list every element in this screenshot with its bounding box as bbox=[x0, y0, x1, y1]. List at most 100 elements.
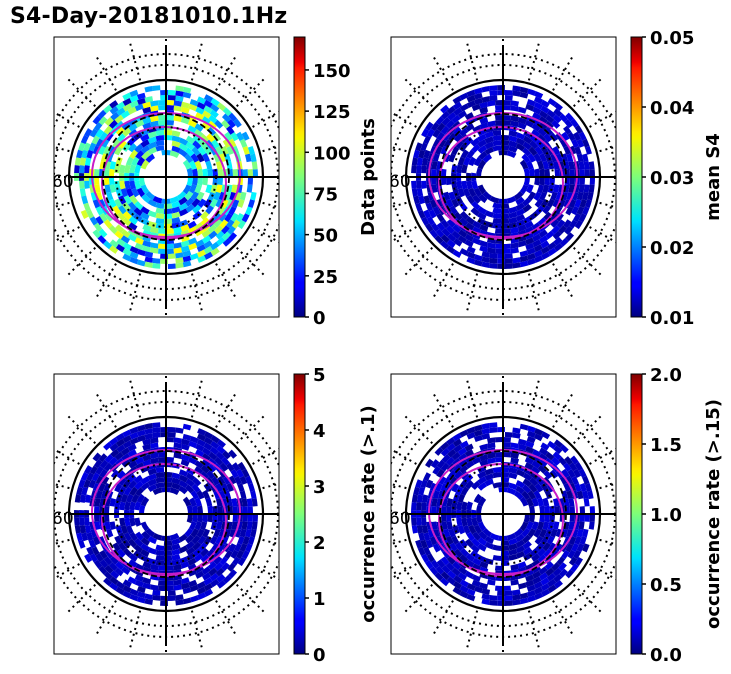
heatmap-cell bbox=[473, 187, 483, 198]
heatmap-cell bbox=[122, 440, 132, 449]
heatmap-cell bbox=[207, 505, 213, 514]
heatmap-cell bbox=[93, 559, 103, 569]
heatmap-cell bbox=[178, 545, 189, 554]
heatmap-cell bbox=[129, 89, 139, 98]
heatmap-cell bbox=[224, 131, 233, 141]
heatmap-cell bbox=[542, 521, 550, 531]
heatmap-cell bbox=[98, 228, 108, 238]
heatmap-cell bbox=[504, 595, 513, 601]
heatmap-cell bbox=[136, 156, 146, 167]
heatmap-cell bbox=[213, 218, 223, 228]
heatmap-cell bbox=[434, 572, 444, 582]
heatmap-cell bbox=[561, 550, 570, 560]
heatmap-cell bbox=[416, 525, 424, 534]
heatmap-cell bbox=[504, 432, 513, 438]
heatmap-cell bbox=[94, 177, 100, 186]
heatmap-cell bbox=[529, 134, 540, 144]
dotted-radial bbox=[95, 600, 117, 636]
heatmap-cell bbox=[489, 263, 498, 269]
heatmap-cell bbox=[447, 448, 457, 458]
heatmap-cell bbox=[534, 428, 544, 436]
heatmap-cell bbox=[94, 497, 101, 507]
heatmap-cell bbox=[455, 139, 464, 149]
heatmap-cell bbox=[206, 470, 216, 480]
heatmap-cell bbox=[192, 168, 198, 177]
heatmap-cell bbox=[452, 96, 462, 105]
heatmap-cell bbox=[118, 139, 127, 149]
heatmap-cell bbox=[91, 472, 100, 482]
heatmap-cell bbox=[435, 228, 445, 238]
heatmap-cell bbox=[230, 212, 239, 222]
heatmap-cell bbox=[147, 536, 157, 545]
dotted-radial bbox=[54, 226, 80, 243]
heatmap-cell bbox=[171, 543, 181, 551]
heatmap-cell bbox=[527, 528, 537, 538]
heatmap-cell bbox=[584, 482, 592, 492]
heatmap-cell bbox=[196, 438, 206, 447]
heatmap-cell bbox=[155, 207, 165, 214]
heatmap-cell bbox=[473, 97, 483, 105]
heatmap-cell bbox=[215, 146, 224, 156]
heatmap-cell bbox=[127, 538, 137, 548]
heatmap-cell bbox=[425, 479, 434, 489]
heatmap-cell bbox=[197, 177, 203, 186]
heatmap-cell bbox=[546, 572, 556, 582]
colorbar-tick-label: 1.5 bbox=[650, 435, 682, 456]
heatmap-cell bbox=[526, 436, 536, 444]
heatmap-cell bbox=[574, 483, 582, 492]
heatmap-cell bbox=[473, 524, 483, 535]
heatmap-cell bbox=[415, 202, 423, 212]
heatmap-cell bbox=[247, 169, 253, 177]
heatmap-cell bbox=[421, 502, 427, 511]
heatmap-cell bbox=[522, 147, 532, 157]
heatmap-cell bbox=[468, 187, 477, 198]
dotted-radial bbox=[54, 145, 70, 153]
heatmap-cell bbox=[228, 112, 238, 122]
heatmap-cell bbox=[194, 222, 204, 231]
heatmap-cell bbox=[578, 521, 585, 530]
heatmap-cell bbox=[440, 110, 450, 120]
heatmap-cell bbox=[194, 123, 204, 132]
dotted-radial bbox=[599, 201, 616, 209]
heatmap-cell bbox=[517, 122, 527, 130]
heatmap-cell bbox=[237, 536, 245, 545]
heatmap-cell bbox=[247, 482, 255, 492]
heatmap-cell bbox=[239, 490, 247, 500]
heatmap-cell bbox=[489, 196, 500, 204]
heatmap-cell bbox=[451, 567, 461, 577]
heatmap-cell bbox=[459, 211, 469, 221]
heatmap-cell bbox=[217, 514, 223, 523]
heatmap-cell bbox=[524, 563, 534, 572]
heatmap-cell bbox=[197, 198, 207, 208]
heatmap-cell bbox=[213, 153, 221, 163]
heatmap-cell bbox=[539, 572, 549, 581]
heatmap-cell bbox=[539, 235, 549, 244]
heatmap-cell bbox=[515, 143, 526, 152]
heatmap-cell bbox=[203, 99, 213, 108]
heatmap-cell bbox=[142, 224, 152, 232]
heatmap-cell bbox=[517, 561, 527, 569]
heatmap-cell bbox=[471, 201, 481, 211]
heatmap-cell bbox=[508, 140, 518, 148]
heatmap-cell bbox=[504, 258, 513, 264]
heatmap-cell bbox=[436, 468, 445, 478]
heatmap-cell bbox=[207, 463, 217, 473]
colorbar-tick-label: 100 bbox=[313, 143, 351, 164]
heatmap-cell bbox=[552, 114, 562, 124]
heatmap-cell bbox=[155, 477, 165, 484]
heatmap-cell bbox=[552, 497, 560, 507]
heatmap-cell bbox=[98, 145, 106, 155]
heatmap-cell bbox=[182, 250, 192, 258]
heatmap-cell bbox=[147, 473, 157, 481]
heatmap-cell bbox=[471, 180, 479, 190]
heatmap-cell bbox=[418, 532, 426, 542]
heatmap-cell bbox=[519, 91, 529, 99]
heatmap-cell bbox=[227, 225, 236, 235]
heatmap-cell bbox=[144, 251, 154, 258]
heatmap-cell bbox=[171, 477, 181, 485]
heatmap-cell bbox=[221, 113, 231, 123]
heatmap-cell bbox=[173, 242, 183, 249]
heatmap-cell bbox=[155, 140, 165, 147]
heatmap-cell bbox=[92, 199, 101, 209]
heatmap-cell bbox=[197, 146, 207, 156]
